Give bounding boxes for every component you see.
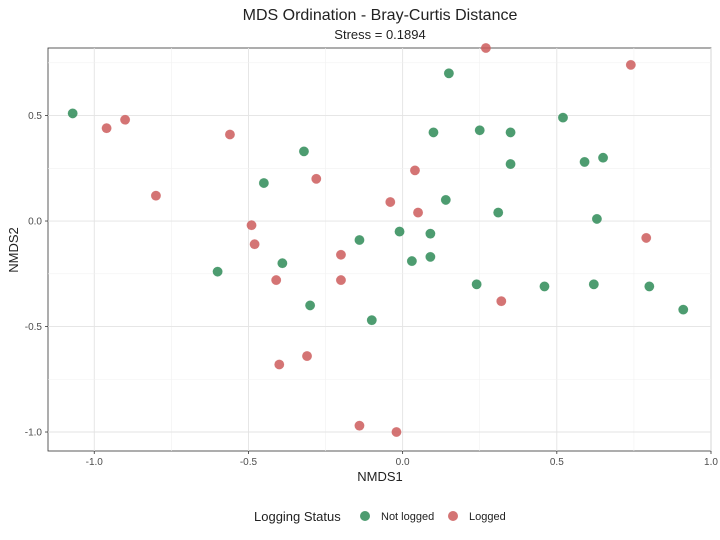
legend: Logging Status Not logged Logged	[254, 509, 506, 524]
point-not-logged	[678, 304, 689, 315]
point-logged	[246, 220, 257, 231]
point-logged	[385, 196, 396, 208]
point-not-logged	[366, 315, 377, 326]
point-logged	[249, 239, 260, 250]
point-logged	[301, 351, 313, 362]
x-tick-label: -1.0	[86, 457, 104, 468]
x-tick-label: 0.0	[396, 457, 410, 468]
x-tick-label: 0.5	[550, 457, 564, 468]
point-not-logged	[505, 127, 516, 138]
point-not-logged	[579, 156, 590, 167]
point-not-logged	[474, 125, 485, 136]
x-axis-title: NMDS1	[357, 469, 403, 484]
y-axis-title: NMDS2	[6, 227, 21, 273]
point-logged	[274, 359, 285, 370]
point-not-logged	[591, 213, 602, 224]
legend-key-logged	[448, 511, 458, 521]
point-not-logged	[644, 281, 655, 292]
point-not-logged	[440, 194, 451, 205]
point-not-logged	[394, 226, 405, 237]
point-not-logged	[258, 177, 269, 189]
legend-key-not-logged	[360, 511, 370, 521]
point-logged	[120, 114, 131, 125]
y-tick-label: -1.0	[25, 428, 43, 439]
chart-title: MDS Ordination - Bray-Curtis Distance	[243, 7, 518, 24]
y-tick-label: 0.0	[28, 217, 42, 228]
point-not-logged	[277, 258, 288, 269]
point-logged	[641, 232, 652, 243]
point-logged	[311, 173, 322, 184]
point-logged	[480, 42, 491, 54]
x-tick-label: -0.5	[240, 457, 258, 468]
legend-title: Logging Status	[254, 509, 341, 524]
point-not-logged	[212, 266, 223, 277]
axis-ticks: -1.0 -0.5 0.0 0.5 1.0 -1.0 -0.5 0.0 0.5	[25, 111, 719, 468]
point-logged	[224, 129, 235, 140]
point-not-logged	[67, 108, 78, 119]
plot-panel	[47, 47, 712, 452]
point-logged	[354, 420, 365, 431]
point-not-logged	[428, 127, 439, 138]
point-not-logged	[425, 228, 436, 239]
point-not-logged	[557, 112, 569, 123]
point-logged	[496, 296, 507, 307]
point-logged	[412, 207, 424, 218]
chart-subtitle: Stress = 0.1894	[334, 27, 425, 42]
point-not-logged	[354, 234, 365, 246]
point-logged	[271, 275, 282, 286]
y-tick-label: -0.5	[25, 322, 43, 333]
point-logged	[391, 426, 402, 438]
point-not-logged	[443, 68, 454, 79]
point-logged	[101, 123, 112, 134]
point-not-logged	[406, 256, 417, 267]
point-not-logged	[305, 300, 316, 311]
point-not-logged	[425, 251, 436, 262]
point-logged	[409, 165, 421, 176]
point-not-logged	[539, 281, 550, 292]
legend-label-logged: Logged	[469, 511, 506, 523]
point-not-logged	[298, 146, 309, 157]
point-not-logged	[493, 207, 504, 218]
x-tick-label: 1.0	[704, 457, 718, 468]
point-not-logged	[588, 279, 599, 290]
point-not-logged	[471, 279, 482, 290]
point-logged	[625, 59, 636, 70]
point-logged	[335, 249, 347, 260]
y-tick-label: 0.5	[28, 111, 42, 122]
data-points	[67, 42, 689, 438]
point-not-logged	[505, 158, 516, 170]
legend-label-not-logged: Not logged	[381, 511, 434, 523]
point-not-logged	[598, 152, 609, 163]
point-logged	[335, 275, 347, 286]
point-logged	[150, 190, 161, 201]
